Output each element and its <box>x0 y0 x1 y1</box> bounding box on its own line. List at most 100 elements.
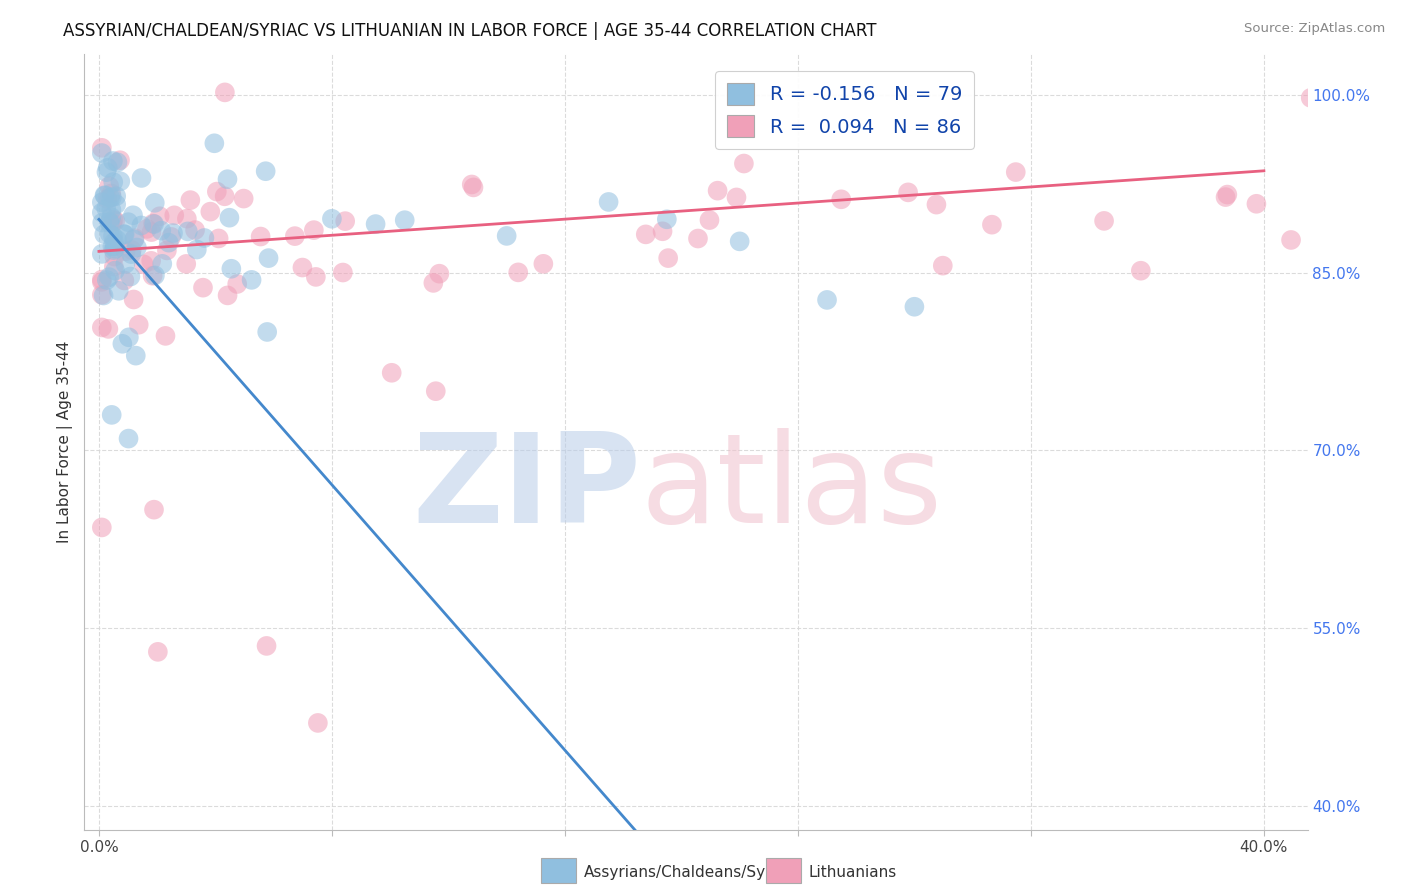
Point <box>103 235 125 249</box>
Point <box>112 273 135 287</box>
Point <box>160 230 183 244</box>
Point <box>214 86 236 100</box>
Point <box>897 186 920 200</box>
Point <box>163 208 186 222</box>
Y-axis label: In Labor Force | Age 35-44: In Labor Force | Age 35-44 <box>58 341 73 542</box>
Point <box>254 164 277 178</box>
Point <box>100 408 122 422</box>
Point <box>120 269 142 284</box>
Point <box>104 214 127 228</box>
Point <box>91 216 114 230</box>
Point <box>122 208 145 222</box>
Point <box>240 273 263 287</box>
Point <box>112 227 135 241</box>
Point <box>118 330 141 344</box>
Point <box>302 223 325 237</box>
Point <box>1279 233 1302 247</box>
Point <box>903 300 925 314</box>
Point <box>728 235 751 249</box>
Point <box>100 202 122 217</box>
Point <box>208 231 231 245</box>
Point <box>98 179 121 194</box>
Point <box>90 141 112 155</box>
Point <box>202 136 225 151</box>
Point <box>90 287 112 301</box>
Point <box>686 231 709 245</box>
Text: ZIP: ZIP <box>412 427 641 549</box>
Point <box>104 263 127 277</box>
Point <box>155 329 177 343</box>
Point <box>1129 263 1152 277</box>
Point <box>305 269 328 284</box>
Text: Lithuanians: Lithuanians <box>808 865 897 880</box>
Point <box>141 225 163 239</box>
Point <box>100 210 122 224</box>
Point <box>214 189 236 203</box>
Point <box>980 218 1002 232</box>
Point <box>422 276 444 290</box>
Point <box>98 227 121 241</box>
Point <box>1215 190 1237 204</box>
Point <box>226 277 249 291</box>
Point <box>93 188 115 202</box>
Point <box>427 267 450 281</box>
Point <box>725 190 748 204</box>
Point <box>495 228 517 243</box>
Point <box>135 222 157 236</box>
Point <box>205 185 228 199</box>
Point <box>221 261 243 276</box>
Point <box>256 325 278 339</box>
Point <box>97 322 120 336</box>
Point <box>90 195 112 210</box>
Point <box>598 194 620 209</box>
Point <box>217 172 239 186</box>
Point <box>176 211 198 226</box>
Point <box>655 212 678 227</box>
Point <box>651 224 673 238</box>
Point <box>122 293 145 307</box>
Point <box>162 226 184 240</box>
Point <box>1216 187 1239 202</box>
Point <box>143 268 166 283</box>
Point <box>120 247 142 261</box>
Point <box>131 170 153 185</box>
Point <box>94 188 117 202</box>
Point <box>93 227 115 242</box>
Text: Assyrians/Chaldeans/Syriacs: Assyrians/Chaldeans/Syriacs <box>583 865 801 880</box>
Point <box>217 288 239 302</box>
Point <box>103 175 125 189</box>
Point <box>114 257 136 271</box>
Point <box>733 156 755 170</box>
Point <box>90 275 112 289</box>
Point <box>97 161 120 175</box>
Point <box>105 233 128 247</box>
Point <box>128 318 150 332</box>
Point <box>142 268 165 283</box>
Point <box>200 204 222 219</box>
Point <box>101 239 124 253</box>
Point <box>98 270 121 285</box>
Point <box>321 211 343 226</box>
Point <box>193 231 215 245</box>
Point <box>142 217 165 231</box>
Point <box>103 260 125 274</box>
Legend: R = -0.156   N = 79, R =  0.094   N = 86: R = -0.156 N = 79, R = 0.094 N = 86 <box>716 71 974 149</box>
Point <box>114 227 136 242</box>
Point <box>830 192 852 206</box>
Point <box>1299 91 1322 105</box>
Point <box>508 265 530 279</box>
Point <box>925 197 948 211</box>
Point <box>90 320 112 334</box>
Point <box>96 165 118 179</box>
Point <box>121 243 143 257</box>
Point <box>105 197 128 211</box>
Point <box>291 260 314 275</box>
Point <box>101 229 124 244</box>
Point <box>104 242 127 256</box>
Point <box>146 645 169 659</box>
Point <box>157 235 180 250</box>
Point <box>150 257 173 271</box>
Point <box>90 520 112 534</box>
Point <box>107 155 129 169</box>
Point <box>104 239 127 253</box>
